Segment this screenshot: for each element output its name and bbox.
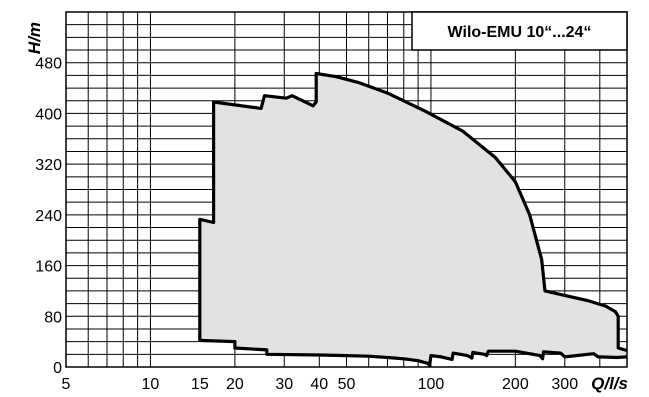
x-tick-label: 10 (142, 376, 160, 393)
x-tick-label: 200 (502, 376, 529, 393)
x-axis-label: Q/l/s (591, 374, 628, 393)
y-tick-label: 240 (35, 208, 62, 225)
x-tick-label: 40 (310, 376, 328, 393)
x-tick-label: 5 (62, 376, 71, 393)
chart-title: Wilo-EMU 10“...24“ (448, 24, 592, 41)
x-tick-label: 100 (418, 376, 445, 393)
y-tick-label: 0 (53, 360, 62, 377)
y-tick-label: 400 (35, 106, 62, 123)
y-tick-label: 480 (35, 56, 62, 73)
y-tick-labels: 0 80 160 240 320 400 480 (35, 56, 62, 377)
chart-title-box (411, 11, 628, 51)
y-tick-label: 320 (35, 157, 62, 174)
x-tick-label: 30 (275, 376, 293, 393)
x-tick-label: 300 (551, 376, 578, 393)
x-tick-labels: 5 10 15 20 30 40 50 100 200 300 (62, 376, 579, 393)
y-axis-label: H/m (25, 22, 44, 54)
upper-boundary-line (198, 71, 628, 353)
y-tick-label: 80 (44, 309, 62, 326)
x-tick-label: 20 (226, 376, 244, 393)
performance-envelope-area (199, 73, 628, 366)
lower-boundary-line (199, 338, 628, 367)
x-tick-label: 50 (338, 376, 356, 393)
x-tick-label: 15 (191, 376, 209, 393)
y-tick-label: 160 (35, 259, 62, 276)
plot-frame (65, 11, 628, 368)
